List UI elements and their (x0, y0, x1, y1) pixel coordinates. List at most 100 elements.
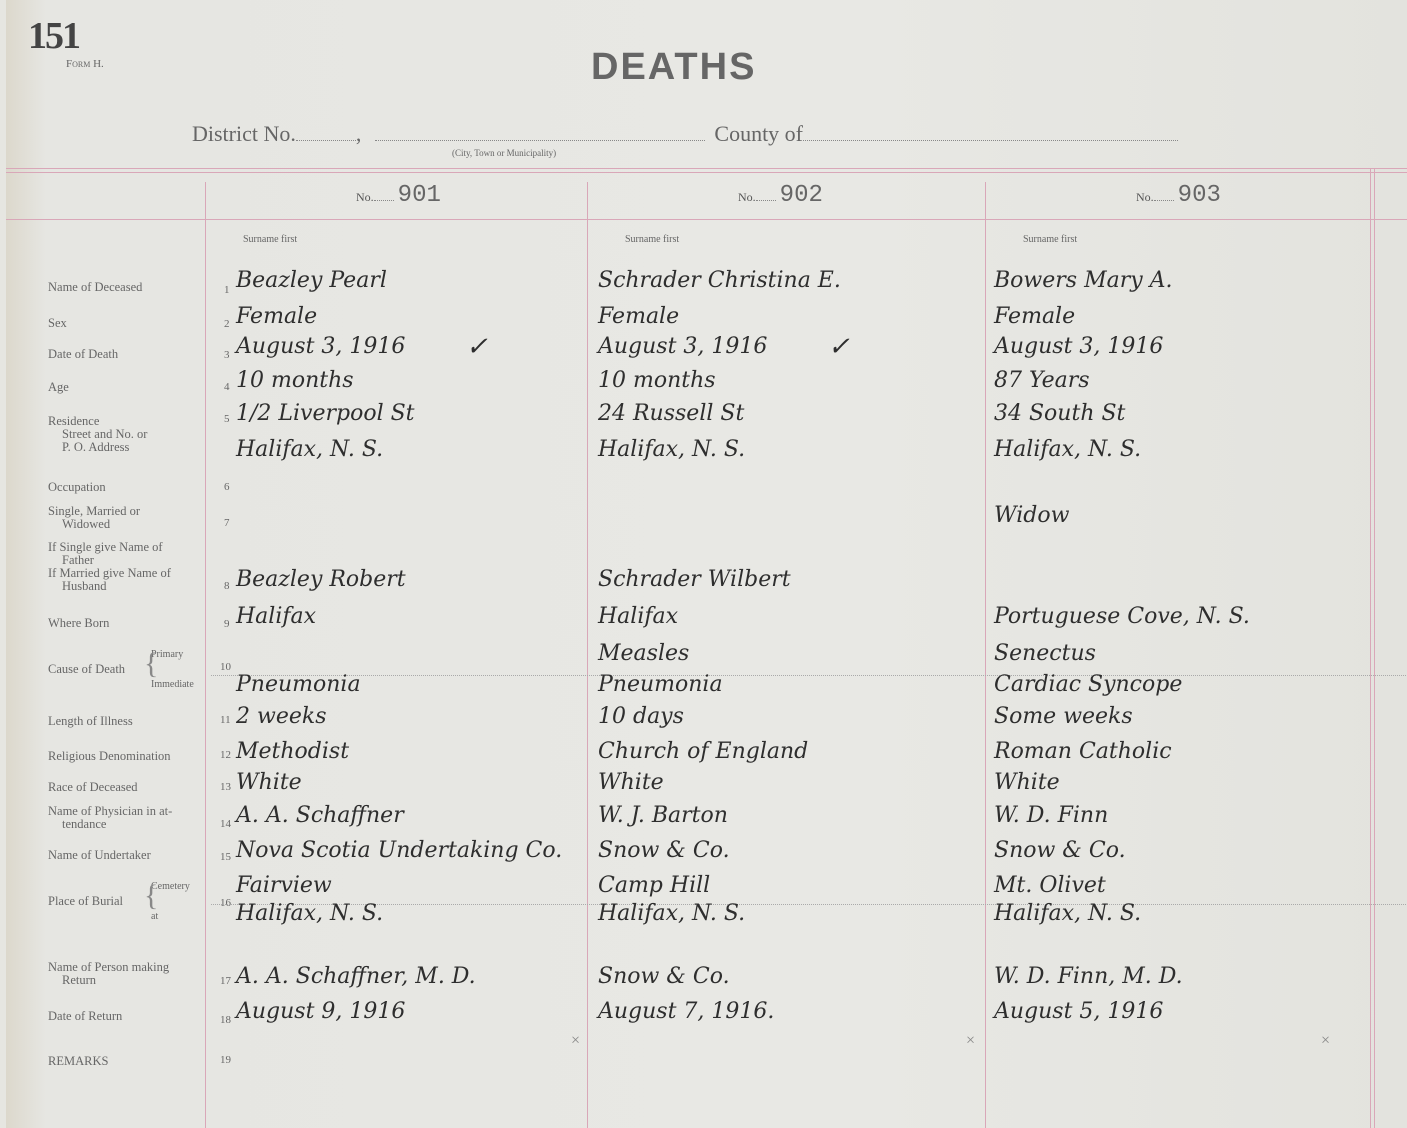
record-0-residence: 1/2 Liverpool St (236, 401, 415, 426)
city-caption: (City, Town or Municipality) (452, 148, 557, 158)
field-number: 1 (224, 284, 230, 296)
field-label-6: Occupation (48, 480, 106, 494)
record-2-cemetery: Mt. Olivet (994, 873, 1106, 898)
record-2-cause-immediate: Cardiac Syncope (994, 672, 1183, 697)
record-2-sex: Female (994, 304, 1076, 329)
field-label-5: Residence Street and No. or P. O. Address (48, 414, 148, 454)
record-1-cemetery: Camp Hill (598, 873, 711, 898)
field-number: 19 (220, 1054, 231, 1066)
record-0-religion: Methodist (236, 739, 350, 764)
field-number: 17 (220, 975, 231, 987)
death-register-page: 151 Form H. DEATHS District No., County … (6, 0, 1407, 1128)
form-label: Form H. (66, 58, 104, 70)
field-number: 10 (220, 661, 231, 673)
brace: { (144, 647, 159, 680)
record-1-religion: Church of England (598, 739, 809, 764)
record-0-burial-at: Halifax, N. S. (236, 901, 384, 926)
record-number-0: No. 901 (356, 182, 441, 209)
record-0-race: White (236, 770, 302, 795)
page-number: 151 (28, 15, 81, 57)
field-label-11: Length of Illness (48, 714, 133, 728)
record-2-born: Portuguese Cove, N. S. (994, 604, 1250, 629)
record-1-physician: W. J. Barton (598, 803, 728, 828)
record-1-born: Halifax (598, 604, 679, 629)
record-2-physician: W. D. Finn (994, 803, 1109, 828)
record-1-cause-primary: Measles (598, 641, 690, 666)
field-number: 7 (224, 517, 230, 529)
district-label: District No. (192, 121, 296, 146)
record-2-return-date: August 5, 1916 (994, 999, 1164, 1024)
field-label-19: REMARKS (48, 1054, 109, 1068)
record-2-undertaker: Snow & Co. (994, 838, 1126, 863)
surname-note: Surname first (1023, 234, 1078, 245)
field-label-14: Name of Physician in at-tendance (48, 804, 173, 831)
record-1-age: 10 months (598, 368, 716, 393)
field-number: 14 (220, 818, 231, 830)
field-label-1: Name of Deceased (48, 280, 143, 294)
record-2-name: Bowers Mary A. (994, 268, 1173, 293)
district-line: District No., County of (192, 121, 1179, 147)
sub-label: Cemetery (151, 881, 190, 892)
record-0-return-date: August 9, 1916 (236, 999, 406, 1024)
surname-note: Surname first (243, 234, 298, 245)
record-0-cause-immediate: Pneumonia (236, 672, 361, 697)
record-1-burial-at: Halifax, N. S. (598, 901, 746, 926)
field-number: 6 (224, 481, 230, 493)
field-label-7: Single, Married or Widowed (48, 504, 140, 531)
record-2-burial-at: Halifax, N. S. (994, 901, 1142, 926)
surname-note: Surname first (625, 234, 680, 245)
record-number-2: No. 903 (1136, 182, 1221, 209)
record-2-religion: Roman Catholic (994, 739, 1172, 764)
record-0-sex: Female (236, 304, 318, 329)
field-number: 18 (220, 1014, 231, 1026)
record-2-residence-city: Halifax, N. S. (994, 437, 1142, 462)
county-label: County of (714, 121, 804, 146)
record-0-returner: A. A. Schaffner, M. D. (236, 964, 476, 989)
record-1-date-of-death: August 3, 1916 (598, 334, 768, 359)
record-1-race: White (598, 770, 664, 795)
field-number: 9 (224, 618, 230, 630)
record-1-undertaker: Snow & Co. (598, 838, 730, 863)
field-number: 15 (220, 851, 231, 863)
cross-mark-icon: × (571, 1032, 581, 1049)
field-label-18: Date of Return (48, 1009, 123, 1023)
sub-label: Immediate (151, 679, 194, 690)
record-1-name: Schrader Christina E. (598, 268, 841, 293)
record-2-marital: Widow (994, 503, 1070, 528)
field-label-9: Where Born (48, 616, 110, 630)
record-0-born: Halifax (236, 604, 317, 629)
field-number: 11 (220, 714, 231, 726)
record-0-date-of-death: August 3, 1916 (236, 334, 406, 359)
field-number: 12 (220, 749, 231, 761)
record-1-cause-immediate: Pneumonia (598, 672, 723, 697)
field-label-13: Race of Deceased (48, 780, 138, 794)
record-0-cemetery: Fairview (236, 873, 332, 898)
check-mark-icon: ✓ (828, 332, 850, 362)
record-0-father-husband: Beazley Robert (236, 567, 406, 592)
field-label-12: Religious Denomination (48, 749, 171, 763)
field-label-10: Cause of Death (48, 662, 126, 676)
record-2-race: White (994, 770, 1060, 795)
field-number: 16 (220, 897, 231, 909)
cross-mark-icon: × (966, 1032, 976, 1049)
record-0-residence-city: Halifax, N. S. (236, 437, 384, 462)
record-1-return-date: August 7, 1916. (598, 999, 775, 1024)
sub-label: at (151, 911, 159, 922)
record-1-illness: 10 days (598, 704, 684, 729)
field-number: 5 (224, 413, 230, 425)
sub-label: Primary (151, 649, 184, 660)
record-2-returner: W. D. Finn, M. D. (994, 964, 1183, 989)
record-1-residence: 24 Russell St (598, 401, 745, 426)
record-0-undertaker: Nova Scotia Undertaking Co. (236, 838, 563, 863)
record-number-value: 902 (779, 182, 823, 209)
record-2-age: 87 Years (994, 368, 1090, 393)
record-2-cause-primary: Senectus (994, 641, 1096, 666)
field-number: 13 (220, 781, 231, 793)
record-0-illness: 2 weeks (236, 704, 327, 729)
record-2-date-of-death: August 3, 1916 (994, 334, 1164, 359)
record-number-value: 901 (397, 182, 441, 209)
record-1-returner: Snow & Co. (598, 964, 730, 989)
cross-mark-icon: × (1321, 1032, 1331, 1049)
record-number-value: 903 (1177, 182, 1221, 209)
field-label-17: Name of Person making Return (48, 960, 170, 987)
